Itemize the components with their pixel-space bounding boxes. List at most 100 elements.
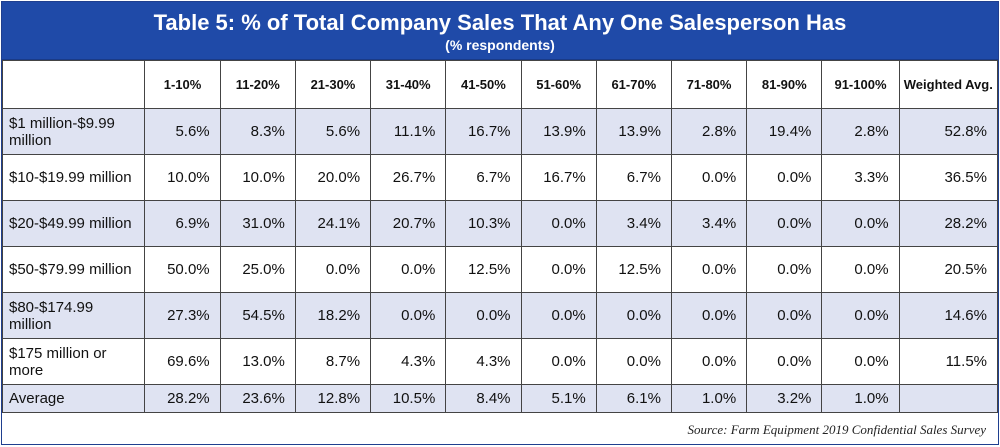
table-subtitle: (% respondents) <box>445 37 555 53</box>
title-bar: Table 5: % of Total Company Sales That A… <box>2 2 998 60</box>
table-cell <box>898 384 999 413</box>
table-cell: 0.0% <box>746 154 823 201</box>
table-cell: 12.8% <box>294 384 372 413</box>
row-label: $80-$174.99 million <box>1 292 146 339</box>
column-header: 21-30% <box>294 60 372 109</box>
table-cell: 1.0% <box>821 384 900 413</box>
table-cell: 6.7% <box>445 154 522 201</box>
column-header: 61-70% <box>595 60 672 109</box>
header-row: 1-10% 11-20% 21-30% 31-40% 41-50% 51-60% 61-70… <box>1 60 999 109</box>
table-cell: 13.9% <box>520 108 597 155</box>
column-header: 81-90% <box>746 60 823 109</box>
table-cell: 0.0% <box>520 338 597 385</box>
table-row: $10-$19.99 million 10.0% 10.0% 20.0% 26.7% 6.… <box>1 154 999 201</box>
table-cell: 52.8% <box>898 108 999 155</box>
table-cell: 19.4% <box>746 108 823 155</box>
table-cell: 0.0% <box>520 246 597 293</box>
table-cell: 1.0% <box>670 384 748 413</box>
table-cell: 8.7% <box>294 338 372 385</box>
column-header: 41-50% <box>445 60 522 109</box>
table-cell: 31.0% <box>219 200 296 247</box>
table-title: Table 5: % of Total Company Sales That A… <box>153 10 847 35</box>
table-cell: 50.0% <box>144 246 221 293</box>
table-cell: 0.0% <box>445 292 522 339</box>
table-cell: 0.0% <box>821 246 900 293</box>
table-cell: 5.6% <box>294 108 372 155</box>
table-cell: 10.3% <box>445 200 522 247</box>
table-cell: 6.9% <box>144 200 221 247</box>
table-row: $1 million-$9.99 million 5.6% 8.3% 5.6% 11.1… <box>1 108 999 155</box>
table-cell: 13.0% <box>219 338 296 385</box>
table-cell: 8.3% <box>219 108 296 155</box>
table-cell: 2.8% <box>670 108 748 155</box>
table-cell: 0.0% <box>595 292 672 339</box>
header-corner <box>1 60 146 109</box>
table-cell: 24.1% <box>294 200 372 247</box>
table-cell: 3.2% <box>746 384 823 413</box>
table-cell: 11.1% <box>370 108 447 155</box>
data-table: 1-10% 11-20% 21-30% 31-40% 41-50% 51-60% 61-70… <box>1 60 999 413</box>
table-cell: 23.6% <box>219 384 296 413</box>
table-cell: 28.2% <box>898 200 999 247</box>
table-cell: 14.6% <box>898 292 999 339</box>
table-cell: 0.0% <box>520 292 597 339</box>
table-cell: 4.3% <box>445 338 522 385</box>
table-row: $20-$49.99 million 6.9% 31.0% 24.1% 20.7% 10.… <box>1 200 999 247</box>
table-row: $175 million or more 69.6% 13.0% 8.7% 4.3% 4.… <box>1 338 999 385</box>
table-cell: 16.7% <box>445 108 522 155</box>
table-cell: 0.0% <box>746 338 823 385</box>
table-cell: 3.4% <box>595 200 672 247</box>
table-cell: 0.0% <box>370 246 447 293</box>
table-cell: 4.3% <box>370 338 447 385</box>
table-cell: 0.0% <box>821 292 900 339</box>
table-cell: 3.3% <box>821 154 900 201</box>
table-cell: 25.0% <box>219 246 296 293</box>
column-header: 1-10% <box>144 60 221 109</box>
table-cell: 0.0% <box>670 246 748 293</box>
table-cell: 12.5% <box>445 246 522 293</box>
column-header: 71-80% <box>670 60 748 109</box>
source-note: Source: Farm Equipment 2019 Confidential… <box>687 422 986 437</box>
table-cell: 16.7% <box>520 154 597 201</box>
table-cell: 10.0% <box>144 154 221 201</box>
row-label: $20-$49.99 million <box>1 200 146 247</box>
table-cell: 54.5% <box>219 292 296 339</box>
table-cell: 0.0% <box>294 246 372 293</box>
row-label: Average <box>1 384 146 413</box>
table-cell: 5.6% <box>144 108 221 155</box>
table-cell: 69.6% <box>144 338 221 385</box>
table-cell: 0.0% <box>746 200 823 247</box>
column-header: 51-60% <box>520 60 597 109</box>
table-cell: 0.0% <box>746 292 823 339</box>
table-cell: 27.3% <box>144 292 221 339</box>
table-cell: 5.1% <box>520 384 597 413</box>
row-label: $10-$19.99 million <box>1 154 146 201</box>
column-header: Weighted Avg. <box>898 60 999 109</box>
table-cell: 6.7% <box>595 154 672 201</box>
table-cell: 0.0% <box>520 200 597 247</box>
row-label: $50-$79.99 million <box>1 246 146 293</box>
table-cell: 18.2% <box>294 292 372 339</box>
table-cell: 8.4% <box>445 384 522 413</box>
table-cell: 0.0% <box>670 338 748 385</box>
table-cell: 36.5% <box>898 154 999 201</box>
table-cell: 0.0% <box>670 154 748 201</box>
table-cell: 6.1% <box>595 384 672 413</box>
table-cell: 0.0% <box>821 338 900 385</box>
row-label: $175 million or more <box>1 338 146 385</box>
table-cell: 20.0% <box>294 154 372 201</box>
table-cell: 26.7% <box>370 154 447 201</box>
table-cell: 11.5% <box>898 338 999 385</box>
table-cell: 0.0% <box>670 292 748 339</box>
table-cell: 20.7% <box>370 200 447 247</box>
table-row: $80-$174.99 million 27.3% 54.5% 18.2% 0.0% 0.… <box>1 292 999 339</box>
table-cell: 2.8% <box>821 108 900 155</box>
table-body: $1 million-$9.99 million 5.6% 8.3% 5.6% 11.1… <box>1 108 999 413</box>
column-header: 91-100% <box>821 60 900 109</box>
column-header: 31-40% <box>370 60 447 109</box>
table-cell: 10.5% <box>370 384 447 413</box>
table-row: $50-$79.99 million 50.0% 25.0% 0.0% 0.0% 12.5… <box>1 246 999 293</box>
row-label: $1 million-$9.99 million <box>1 108 146 155</box>
table-cell: 20.5% <box>898 246 999 293</box>
table-cell: 10.0% <box>219 154 296 201</box>
